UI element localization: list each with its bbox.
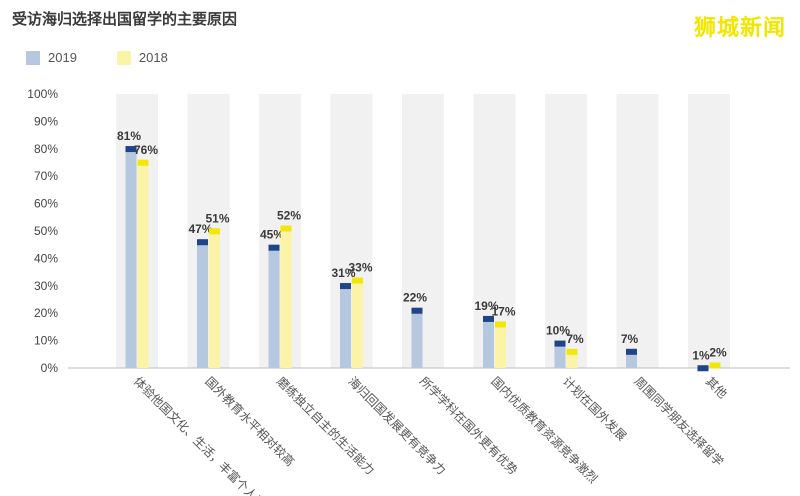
y-tick-label: 80% (34, 142, 58, 156)
data-label-2018: 33% (348, 261, 372, 275)
bar-2018 (566, 348, 578, 368)
bar-cap-2018 (209, 228, 220, 235)
bar-2019 (125, 146, 137, 368)
data-label-2018: 52% (277, 209, 301, 223)
y-tick-label: 0% (41, 361, 59, 375)
y-tick-label: 40% (34, 251, 58, 265)
bar-cap-2019 (554, 340, 566, 347)
category-band (473, 94, 516, 368)
bar-2018 (209, 228, 220, 368)
bar-2018 (352, 277, 363, 368)
data-label-2018: 7% (566, 332, 584, 346)
bar-cap-2019 (125, 146, 137, 153)
bar-2018 (280, 225, 292, 368)
category-label: 计划在国外发展 (560, 374, 630, 444)
bar-cap-2019 (268, 244, 280, 251)
chart-title: 受访海归选择出国留学的主要原因 (12, 10, 238, 28)
legend-item-2018: 2018 (116, 50, 168, 65)
bar-2019 (197, 239, 208, 368)
bar-2018 (137, 159, 149, 368)
data-label-2018: 76% (134, 143, 158, 157)
y-tick-label: 90% (34, 114, 58, 128)
category-band (688, 94, 730, 368)
bar-2019 (554, 340, 566, 368)
bar-2019 (340, 283, 351, 368)
bar-cap-2019 (697, 365, 709, 372)
legend-swatch-2019 (26, 50, 40, 65)
bar-cap-2018 (137, 159, 149, 166)
y-tick-label: 50% (34, 224, 58, 238)
legend-swatch-2018 (116, 50, 131, 65)
data-label-2018: 17% (491, 304, 515, 318)
data-label-2019: 22% (403, 291, 427, 305)
bar-cap-2019 (197, 239, 208, 246)
category-label: 其他 (703, 374, 730, 401)
category-band (187, 94, 230, 368)
bar-cap-2018 (566, 348, 578, 355)
data-label-2019: 19% (474, 299, 498, 313)
y-tick-label: 30% (34, 279, 58, 293)
y-tick-label: 10% (34, 334, 58, 348)
bar-2018 (495, 321, 506, 368)
data-label-2019: 47% (188, 222, 212, 236)
category-band (616, 94, 659, 368)
y-tick-label: 60% (34, 197, 58, 211)
legend-label-2018: 2018 (138, 50, 168, 65)
bar-cap-2019 (483, 315, 494, 322)
data-label-2018: 2% (709, 346, 727, 360)
watermark-logo: 狮城新闻 (693, 15, 786, 41)
category-band (259, 94, 301, 368)
bar-cap-2019 (340, 283, 351, 290)
bar-cap-2018 (280, 225, 292, 232)
bar-2019 (626, 348, 637, 368)
legend-item-2019: 2019 (26, 50, 77, 65)
bar-2019 (268, 244, 280, 368)
category-band (402, 94, 444, 368)
data-label-2018: 51% (205, 211, 229, 225)
bar-2019 (483, 315, 494, 368)
data-label-2019: 7% (621, 332, 639, 346)
bar-2019 (411, 307, 423, 368)
category-band (330, 94, 373, 368)
y-tick-label: 20% (34, 306, 58, 320)
category-band (116, 94, 158, 368)
y-tick-label: 70% (34, 169, 58, 183)
bar-cap-2019 (411, 307, 423, 314)
data-label-2019: 1% (692, 348, 710, 362)
bar-cap-2019 (626, 348, 637, 355)
data-label-2019: 81% (117, 129, 141, 143)
data-label-2019: 31% (331, 266, 355, 280)
category-band (545, 94, 587, 368)
data-label-2019: 45% (260, 228, 284, 242)
bar-cap-2018 (709, 362, 721, 369)
bar-cap-2018 (495, 321, 506, 328)
y-tick-label: 100% (27, 87, 58, 101)
legend-label-2019: 2019 (48, 50, 77, 65)
legend: 2019 2018 (26, 50, 198, 65)
data-label-2019: 10% (546, 324, 570, 338)
bar-cap-2018 (352, 277, 363, 284)
